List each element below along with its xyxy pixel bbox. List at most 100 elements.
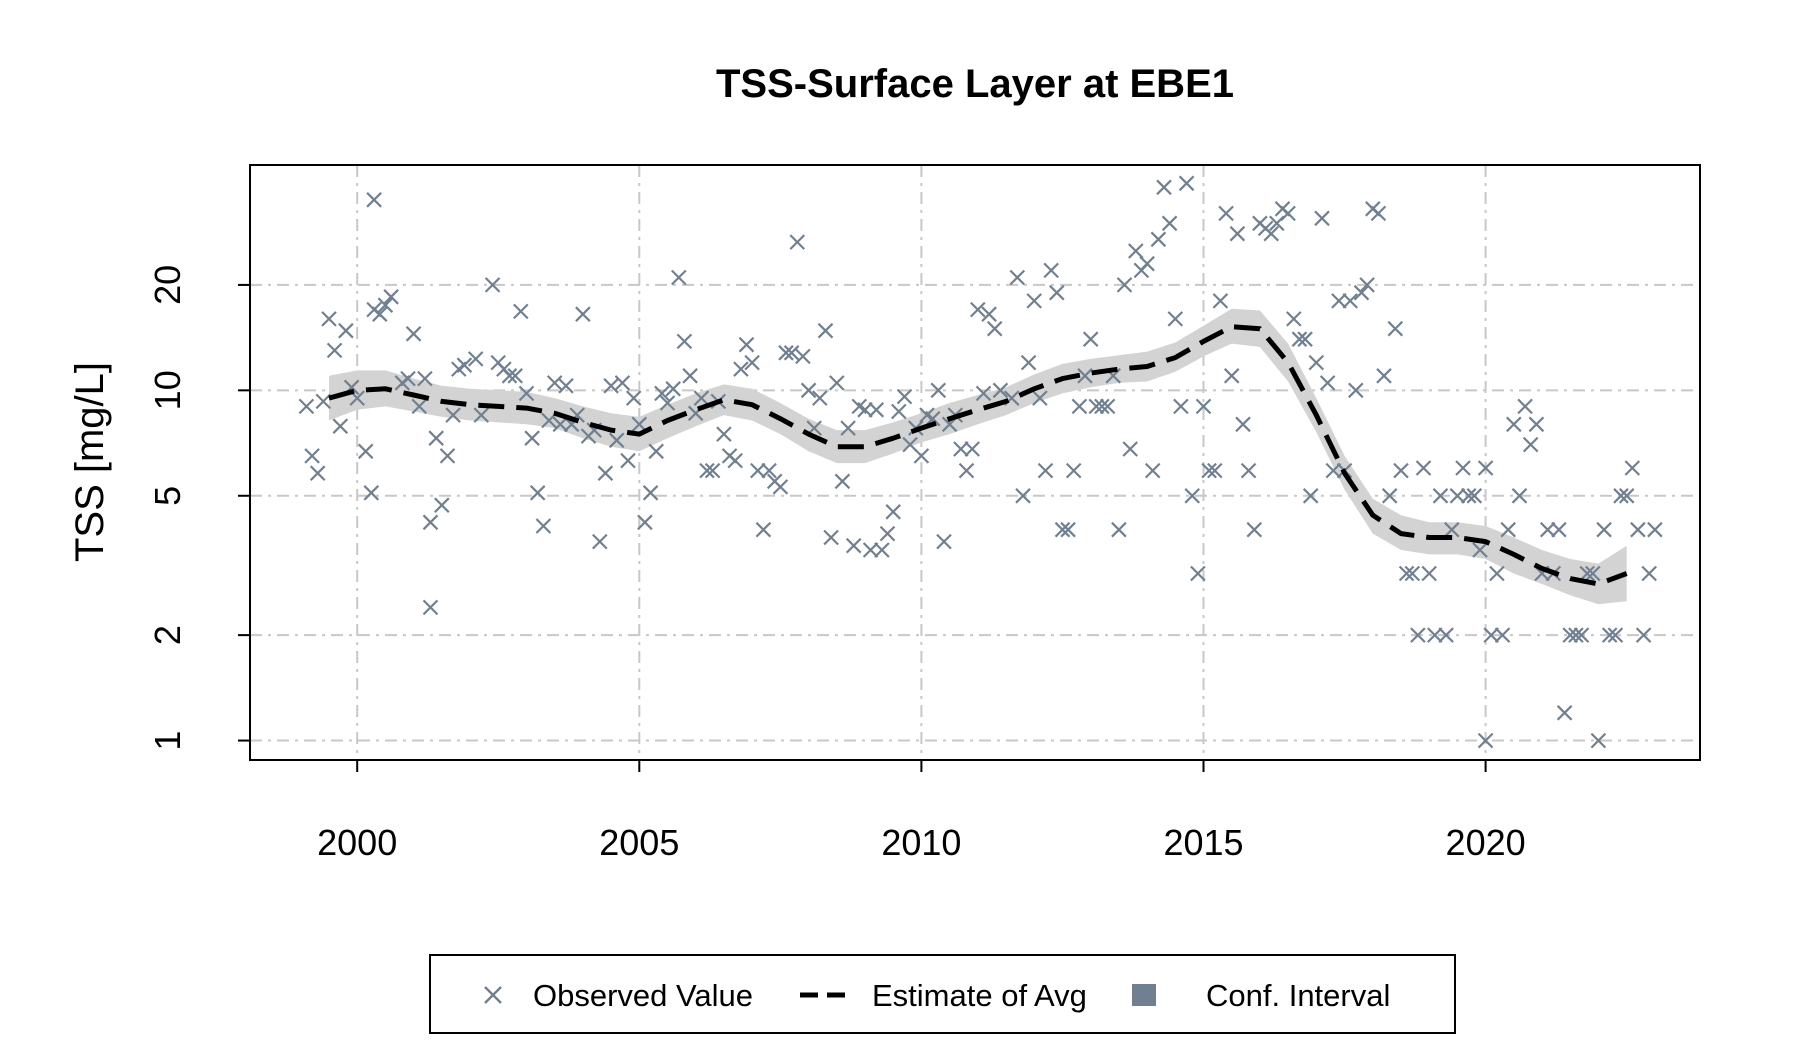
observed-point-stroke [1286,311,1302,327]
observed-point-stroke [529,485,546,501]
observed-point-stroke [699,462,715,479]
observed-point [986,320,1003,337]
observed-point-stroke [1624,460,1641,476]
observed-point-stroke [1500,521,1516,538]
observed-point [1607,627,1624,643]
observed-point-stroke [1455,460,1471,476]
observed-point-stroke [484,277,501,293]
observed-point-stroke [377,297,394,313]
observed-point [363,485,380,501]
observed-point [467,351,484,367]
observed-point [1618,488,1635,504]
observed-point [1015,488,1031,504]
observed-point-stroke [1201,462,1217,479]
observed-point [428,430,444,446]
observed-point [1139,255,1155,272]
observed-point-stroke [1398,565,1415,582]
observed-point-stroke [1032,390,1048,406]
observed-point-stroke [1551,521,1567,538]
observed-point-stroke [1319,375,1336,391]
observed-point [1444,521,1460,538]
observed-point-stroke [1353,284,1370,301]
observed-point-stroke [1477,460,1494,476]
observed-point [1398,565,1415,582]
observed-point-stroke [1065,462,1082,479]
observed-point-stroke [1280,205,1296,222]
observed-point-stroke [1359,277,1375,293]
observed-point [1370,205,1387,222]
observed-point-stroke [671,269,687,286]
observed-point-stroke [1088,398,1105,415]
observed-point-stroke [761,462,777,479]
observed-point [964,441,980,457]
observed-point-stroke [755,521,772,538]
observed-point [1460,488,1477,504]
observed-point-stroke [1483,627,1499,643]
observed-point [1500,521,1516,538]
observed-point-stroke [507,368,523,384]
observed-point [1331,293,1347,309]
observed-point-stroke [592,533,608,550]
observed-point [304,448,320,464]
observed-point [1286,311,1302,327]
observed-point-stroke [1630,521,1646,538]
observed-point [1511,488,1528,504]
x-axis: 2000 2005 2010 2015 2020 [317,759,1526,863]
observed-point-stroke [1613,488,1629,504]
observed-point [1156,179,1172,196]
observed-point [642,485,659,501]
observed-point-stroke [1444,521,1460,538]
observed-point-stroke [1054,521,1071,538]
observed-point-stroke [1449,488,1466,504]
observed-point-stroke [1432,488,1449,504]
observed-point-stroke [637,514,653,531]
observed-point-stroke [1460,488,1477,504]
observed-point [868,402,885,418]
observed-point [1585,565,1601,582]
observed-point [840,420,856,436]
legend-observed-symbol [484,986,502,1004]
observed-point-stroke [986,320,1003,337]
observed-point [1009,269,1026,286]
observed-point-stroke [1122,441,1138,457]
observed-point-stroke [1556,705,1573,721]
observed-point-stroke [1246,521,1263,538]
x-tick-label: 2010 [881,822,961,863]
observed-point-stroke [930,382,947,399]
observed-point [1212,293,1229,309]
observed-point [1393,462,1409,479]
observed-point [1517,398,1533,415]
observed-point [1410,627,1426,643]
observed-point-stroke [716,426,732,442]
observed-point-stroke [936,533,952,550]
observed-point [513,303,529,320]
observed-point-stroke [1596,521,1612,538]
observed-point-stroke [750,462,766,479]
observed-point [913,448,930,464]
observed-point-stroke [1240,462,1257,479]
observed-point [400,370,416,387]
observed-point [366,192,382,208]
observed-point [1065,462,1082,479]
observed-point-stroke [659,395,676,411]
observed-point-stroke [1641,565,1657,582]
observed-point-stroke [1071,398,1088,415]
observed-point [755,521,772,538]
observed-point-stroke [1472,542,1488,558]
observed-point [817,322,834,339]
observed-point-stroke [654,385,670,402]
observed-point [896,388,913,405]
observed-point-stroke [704,462,721,479]
x-tick-label: 2005 [599,822,679,863]
observed-point [558,378,574,394]
observed-point-stroke [851,398,868,415]
observed-point [857,402,873,418]
observed-point-stroke [405,326,422,342]
observed-point-stroke [1314,210,1330,227]
observed-point [970,301,986,318]
observed-point-stroke [862,542,879,558]
observed-point [1415,460,1432,476]
observed-point [1421,565,1437,582]
observed-point [321,311,337,327]
observed-point-stroke [1325,462,1342,479]
